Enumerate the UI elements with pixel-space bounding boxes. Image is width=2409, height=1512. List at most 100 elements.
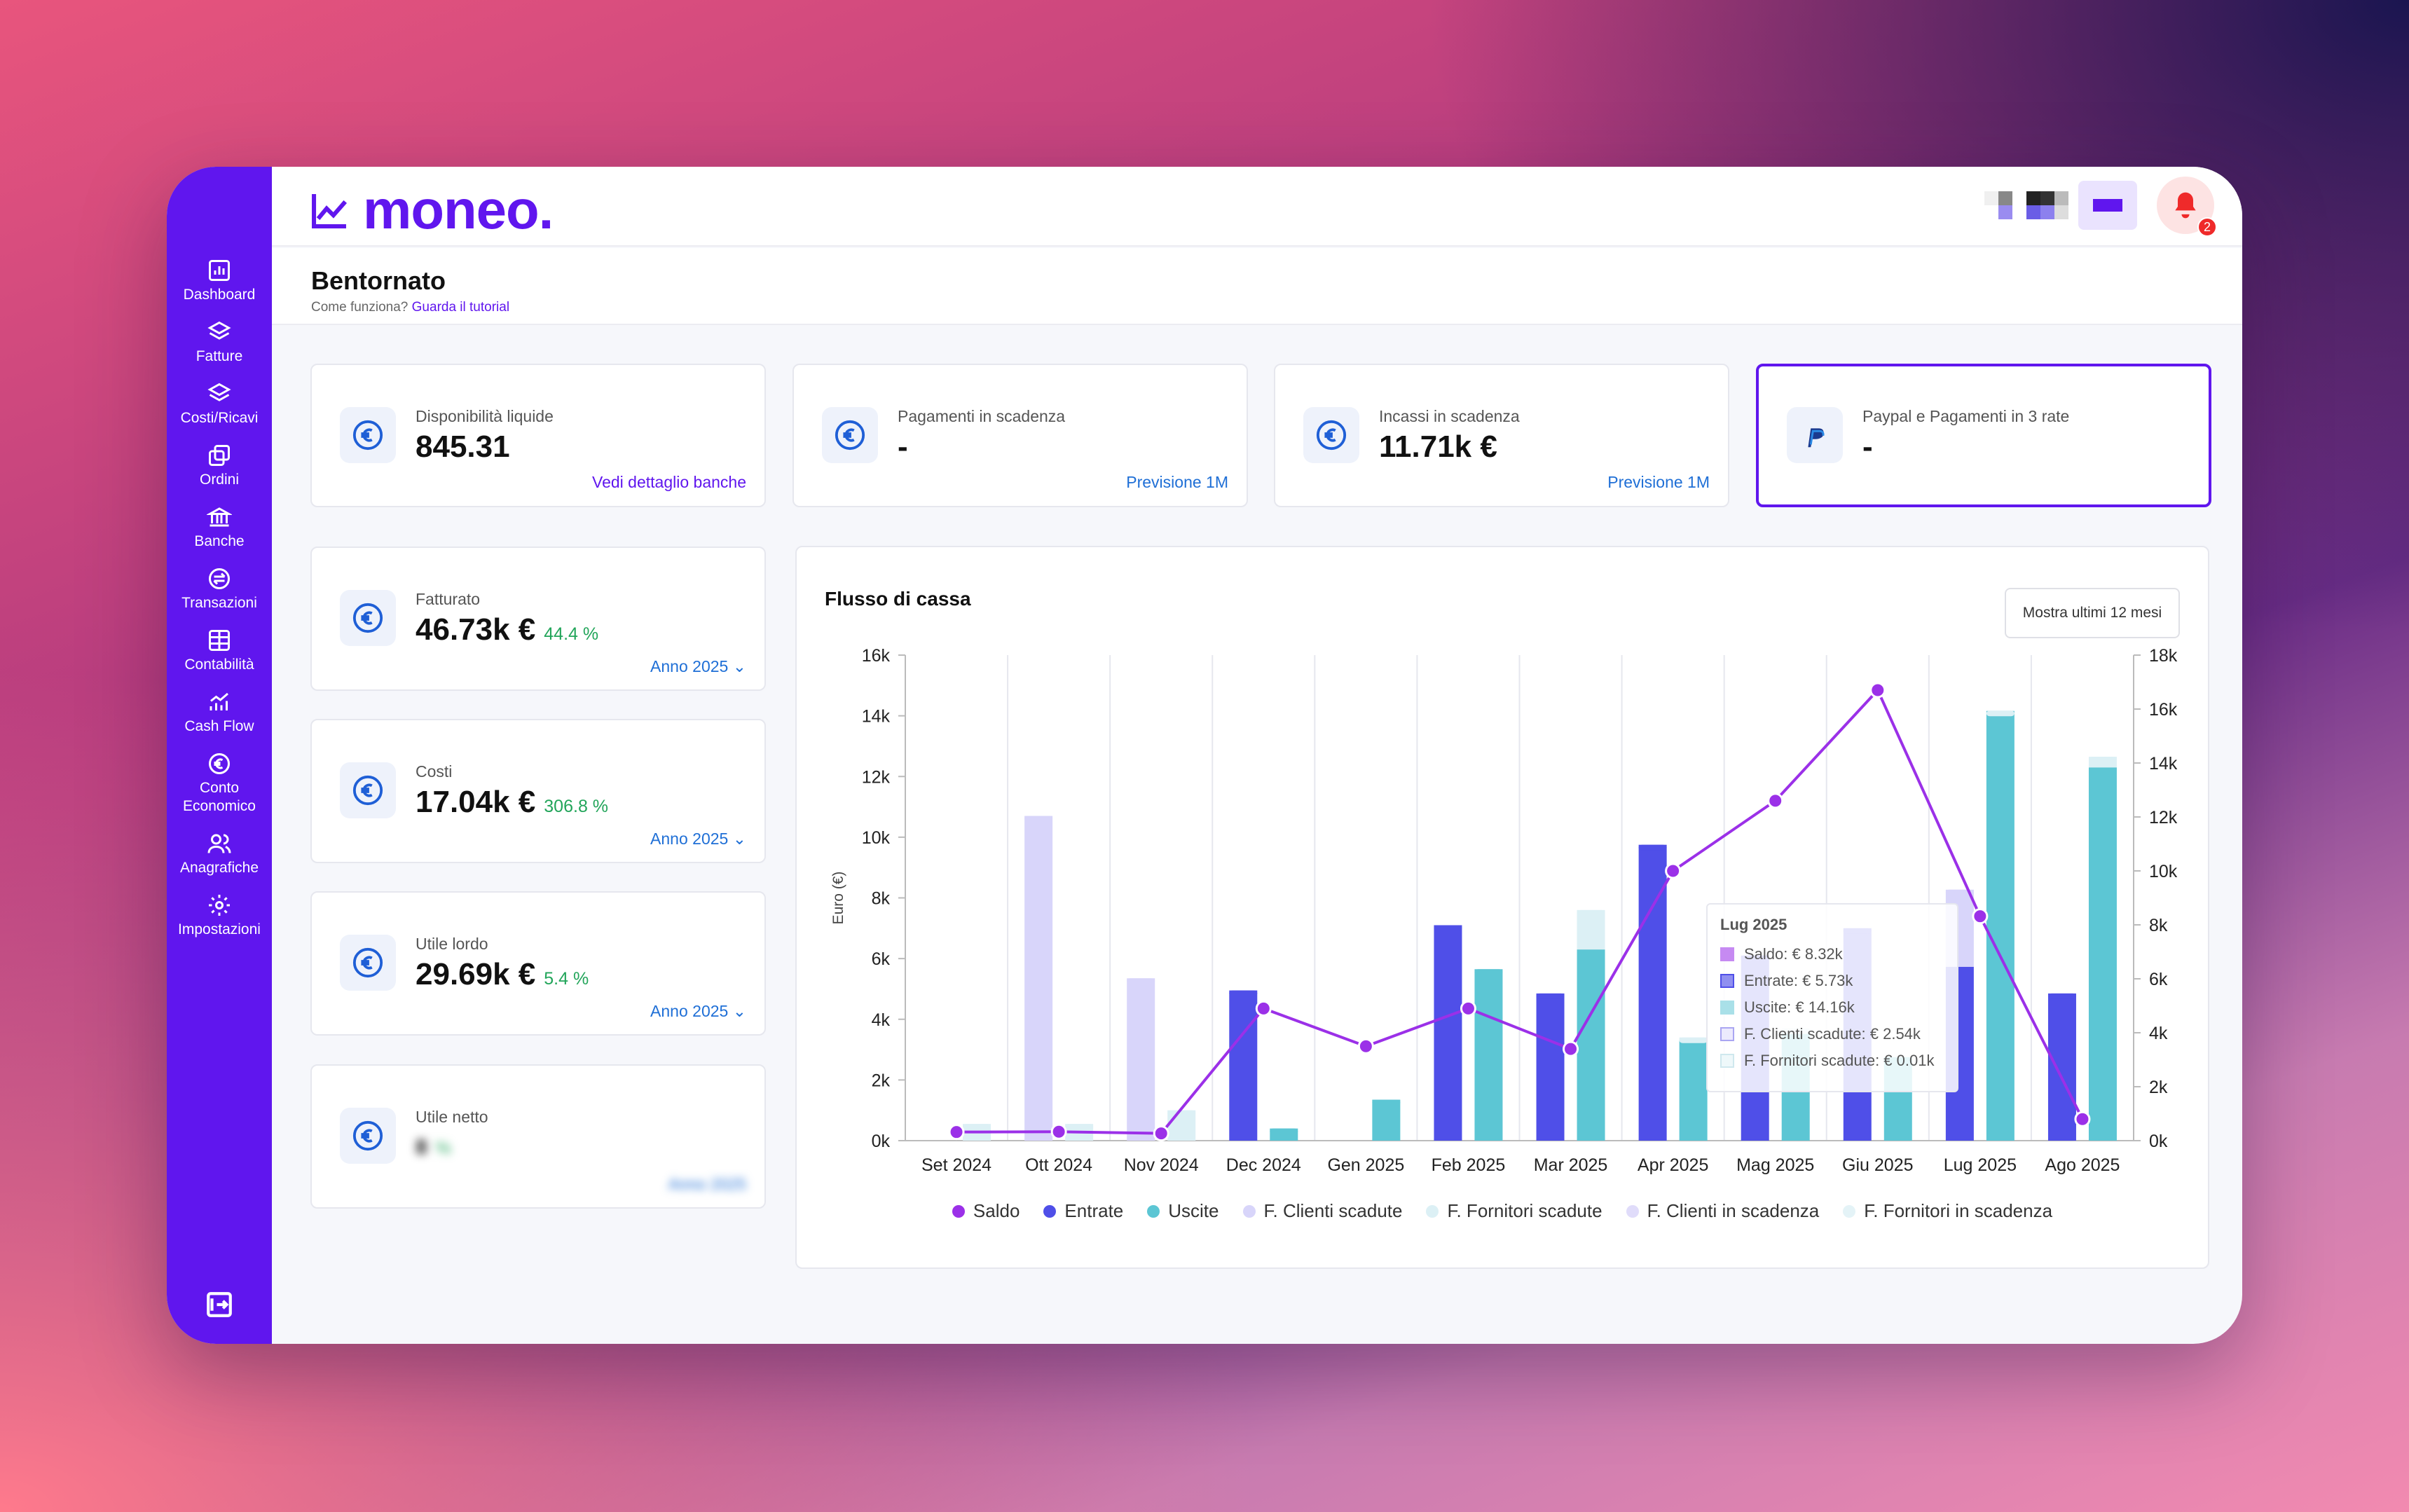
legend-dot bbox=[1242, 1204, 1256, 1218]
sidebar-item-banche[interactable]: Banche bbox=[167, 504, 272, 551]
legend-dot bbox=[1043, 1204, 1057, 1218]
y2-tick-label: 10k bbox=[2149, 862, 2178, 881]
help-text: Come funziona? bbox=[311, 300, 409, 315]
euro-icon bbox=[1303, 407, 1359, 463]
metric-amount: 46.73k € bbox=[416, 612, 536, 647]
metric-card-net-profit: Utile netto 8% Anno 2025 bbox=[310, 1064, 766, 1209]
saldo-point bbox=[1050, 1123, 1067, 1140]
forecast-link[interactable]: Previsione 1M bbox=[1126, 473, 1228, 491]
last-12-months-button[interactable]: Mostra ultimi 12 mesi bbox=[2005, 588, 2180, 638]
metric-card-revenue: Fatturato 46.73k € 44.4 % Anno 2025 ⌄ bbox=[310, 547, 766, 691]
chart-legend: Saldo Entrate Uscite F. Clienti scadute … bbox=[797, 1200, 2208, 1222]
sidebar-item-label: Cash Flow bbox=[184, 718, 254, 734]
sidebar-item-fatture[interactable]: Fatture bbox=[167, 319, 272, 366]
bell-icon bbox=[2175, 192, 2196, 219]
bank-detail-link[interactable]: Vedi dettaglio banche bbox=[592, 473, 746, 491]
x-tick-label: Apr 2025 bbox=[1638, 1155, 1708, 1175]
euro-icon bbox=[340, 590, 396, 646]
sidebar-item-label: Fatture bbox=[195, 348, 243, 364]
chevron-down-icon: ⌄ bbox=[732, 657, 746, 675]
saldo-point bbox=[1869, 682, 1886, 699]
y2-tick-label: 14k bbox=[2149, 754, 2178, 774]
bar-cap bbox=[1679, 1037, 1708, 1043]
sidebar-item-ordini[interactable]: Ordini bbox=[167, 443, 272, 489]
y2-tick-label: 16k bbox=[2149, 700, 2178, 720]
legend-item-fornitori-scadute[interactable]: F. Fornitori scadute bbox=[1426, 1200, 1602, 1222]
top-bar: moneo. 2 bbox=[272, 167, 2242, 247]
tooltip-row: F. Fornitori scadute: € 0.01k bbox=[1720, 1047, 1944, 1074]
legend-item-uscite[interactable]: Uscite bbox=[1147, 1200, 1219, 1222]
period-dropdown[interactable]: Anno 2025 bbox=[668, 1175, 746, 1194]
forecast-link[interactable]: Previsione 1M bbox=[1607, 473, 1710, 491]
sidebar-item-transazioni[interactable]: Transazioni bbox=[167, 566, 272, 612]
y2-tick-label: 2k bbox=[2149, 1078, 2168, 1097]
legend-item-clienti-scadute[interactable]: F. Clienti scadute bbox=[1242, 1200, 1402, 1222]
y-tick-label: 0k bbox=[872, 1132, 891, 1151]
user-avatar[interactable] bbox=[2078, 181, 2137, 230]
notifications-button[interactable]: 2 bbox=[2157, 177, 2217, 237]
legend-label: F. Fornitori scadute bbox=[1447, 1200, 1602, 1221]
euro-icon bbox=[340, 1108, 396, 1164]
kpi-card-receivables-due: Incassi in scadenza 11.71k € Previsione … bbox=[1274, 364, 1729, 507]
users-icon bbox=[207, 834, 231, 853]
swatch bbox=[1720, 1054, 1734, 1068]
metric-label: Utile lordo bbox=[416, 935, 488, 953]
y2-tick-label: 0k bbox=[2149, 1132, 2168, 1151]
euro-icon bbox=[340, 407, 396, 463]
sidebar-item-impostazioni[interactable]: Impostazioni bbox=[167, 893, 272, 939]
sidebar-item-conto-economico[interactable]: Conto Economico bbox=[167, 751, 272, 816]
sidebar: Dashboard Fatture Costi/Ricavi Ordini Ba… bbox=[167, 167, 272, 1344]
logo[interactable]: moneo. bbox=[310, 178, 554, 242]
kpi-card-paypal[interactable]: Paypal e Pagamenti in 3 rate - bbox=[1756, 364, 2211, 507]
chart-tooltip: Lug 2025 Saldo: € 8.32k Entrate: € 5.73k… bbox=[1706, 903, 1958, 1092]
page-title: Bentornato bbox=[311, 266, 446, 295]
copy-icon bbox=[209, 445, 230, 466]
sidebar-item-label: Anagrafiche bbox=[179, 860, 259, 876]
period-dropdown[interactable]: Anno 2025 ⌄ bbox=[650, 657, 746, 676]
tooltip-text: Entrate: € 5.73k bbox=[1744, 972, 1853, 989]
legend-item-saldo[interactable]: Saldo bbox=[952, 1200, 1020, 1222]
logout-icon bbox=[207, 1292, 232, 1317]
saldo-point bbox=[1460, 1000, 1476, 1017]
page-header: Bentornato Come funziona? Guarda il tuto… bbox=[272, 248, 2242, 325]
bar-cap bbox=[963, 1124, 991, 1130]
y2-tick-label: 4k bbox=[2149, 1024, 2168, 1043]
metric-value: 17.04k € 306.8 % bbox=[416, 785, 608, 820]
legend-dot bbox=[952, 1204, 965, 1218]
sidebar-item-label: Contabilità bbox=[184, 657, 254, 673]
sidebar-item-cash-flow[interactable]: Cash Flow bbox=[167, 689, 272, 736]
metric-card-gross-profit: Utile lordo 29.69k € 5.4 % Anno 2025 ⌄ bbox=[310, 891, 766, 1036]
x-tick-label: Dec 2024 bbox=[1226, 1155, 1301, 1175]
legend-label: Entrate bbox=[1064, 1200, 1124, 1221]
metric-percent: 5.4 % bbox=[544, 969, 589, 989]
bar-cap bbox=[1024, 816, 1053, 822]
legend-item-entrate[interactable]: Entrate bbox=[1043, 1200, 1123, 1222]
bar-cap bbox=[1229, 990, 1258, 996]
bar-entrate bbox=[2047, 993, 2076, 1141]
bar-uscite bbox=[2088, 767, 2117, 1141]
bar-cap bbox=[1065, 1124, 1094, 1130]
metric-label: Fatturato bbox=[416, 590, 481, 608]
logout-button[interactable] bbox=[205, 1290, 234, 1323]
period-dropdown[interactable]: Anno 2025 ⌄ bbox=[650, 830, 746, 848]
sidebar-item-costi-ricavi[interactable]: Costi/Ricavi bbox=[167, 381, 272, 427]
period-dropdown[interactable]: Anno 2025 ⌄ bbox=[650, 1002, 746, 1021]
kpi-label: Pagamenti in scadenza bbox=[898, 407, 1066, 425]
sidebar-item-contabilita[interactable]: Contabilità bbox=[167, 628, 272, 674]
x-tick-label: Giu 2025 bbox=[1842, 1155, 1913, 1175]
company-avatar[interactable] bbox=[1984, 191, 2068, 219]
sidebar-item-anagrafiche[interactable]: Anagrafiche bbox=[167, 831, 272, 877]
bar-entrate bbox=[1434, 925, 1462, 1141]
kpi-value: 11.71k € bbox=[1379, 429, 1497, 464]
y-tick-label: 4k bbox=[872, 1010, 891, 1030]
bar-cap bbox=[2088, 757, 2117, 763]
sidebar-item-label: Conto Economico bbox=[183, 780, 256, 814]
kpi-card-liquidity: Disponibilità liquide 845.31 Vedi dettag… bbox=[310, 364, 766, 507]
sidebar-item-dashboard[interactable]: Dashboard bbox=[167, 258, 272, 304]
legend-item-clienti-in-scadenza[interactable]: F. Clienti in scadenza bbox=[1626, 1200, 1819, 1222]
cash-flow-chart[interactable]: 0k 2k 4k 6k 8k 10k 12k 14k 16k 0k 2k 4k 6k 8k 10k 12k 14… bbox=[797, 547, 2211, 1270]
legend-item-fornitori-in-scadenza[interactable]: F. Fornitori in scadenza bbox=[1843, 1200, 2052, 1222]
period-label: Anno 2025 bbox=[650, 657, 729, 675]
tutorial-link[interactable]: Guarda il tutorial bbox=[411, 300, 510, 315]
y-tick-label: 16k bbox=[862, 646, 891, 666]
